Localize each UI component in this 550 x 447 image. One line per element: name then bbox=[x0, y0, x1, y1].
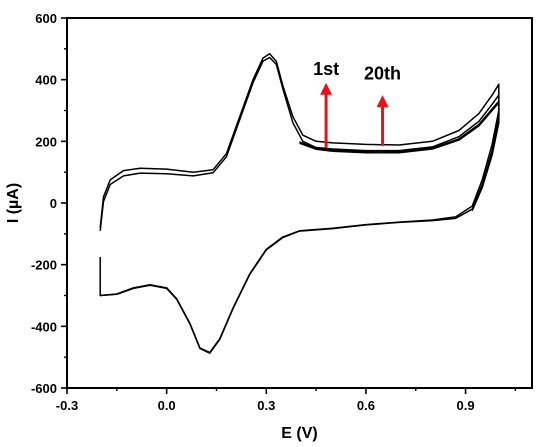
cv-cycle-line bbox=[299, 102, 500, 211]
y-tick-label: 600 bbox=[35, 11, 57, 26]
y-axis-ticks: -600 -400 -200 0 200 400 600 bbox=[31, 11, 67, 396]
x-axis-title: E (V) bbox=[281, 425, 317, 442]
cv-cycle-line bbox=[99, 53, 500, 354]
x-tick-label: 0.6 bbox=[357, 398, 375, 413]
annotation-label: 1st bbox=[313, 59, 339, 79]
annotation-label: 20th bbox=[364, 64, 401, 84]
y-tick-label: 0 bbox=[50, 196, 57, 211]
annotations: 1st 20th bbox=[313, 59, 401, 148]
y-axis-title: I (µA) bbox=[5, 183, 22, 223]
x-tick-label: -0.3 bbox=[56, 398, 78, 413]
y-tick-label: -400 bbox=[31, 319, 57, 334]
annotation-arrow-head bbox=[320, 82, 333, 95]
x-tick-label: 0.9 bbox=[457, 398, 475, 413]
x-axis-ticks: -0.3 0.0 0.3 0.6 0.9 bbox=[56, 388, 517, 413]
x-tick-label: 0.0 bbox=[158, 398, 176, 413]
y-tick-label: -600 bbox=[31, 381, 57, 396]
x-tick-label: 0.3 bbox=[257, 398, 275, 413]
cv-curves bbox=[99, 53, 500, 354]
y-tick-label: 400 bbox=[35, 73, 57, 88]
plot-frame bbox=[66, 17, 533, 389]
annotation-arrow-head bbox=[376, 95, 389, 108]
cv-cycle-line bbox=[299, 100, 500, 211]
y-tick-label: 200 bbox=[35, 134, 57, 149]
cv-cycle-line bbox=[99, 56, 500, 354]
y-tick-label: -200 bbox=[31, 258, 57, 273]
